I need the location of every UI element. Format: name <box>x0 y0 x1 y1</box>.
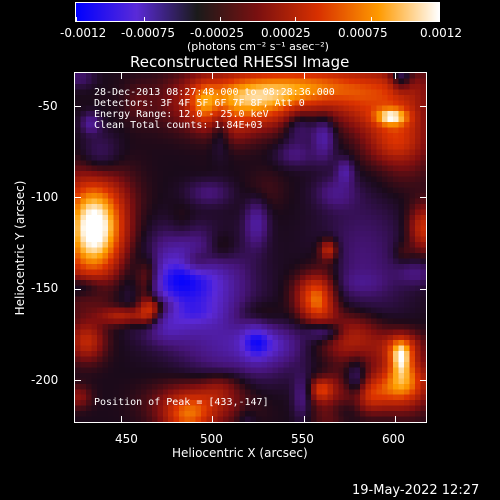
colorbar-tick-label: 0.00075 <box>338 26 388 40</box>
colorbar-tick-label: 0.0012 <box>420 26 462 40</box>
x-tick-label: 450 <box>115 432 138 446</box>
plot-title: Reconstructed RHESSI Image <box>130 53 350 71</box>
y-tick-label: -50 <box>38 99 58 113</box>
peak-position-annotation: Position of Peak = [433,-147] <box>94 397 269 408</box>
x-tick <box>303 73 305 79</box>
y-tick <box>420 105 426 107</box>
colorbar-tick-label: 0.00025 <box>261 26 311 40</box>
x-tick <box>120 416 122 422</box>
y-tick <box>420 288 426 290</box>
x-tick <box>120 73 122 79</box>
y-tick <box>75 379 81 381</box>
rhessi-image-map <box>75 73 426 422</box>
y-tick <box>420 379 426 381</box>
x-tick-label: 550 <box>291 432 314 446</box>
colorbar-unit-label: (photons cm⁻² s⁻¹ asec⁻²) <box>187 40 329 53</box>
detectors-annotation: Detectors: 3F 4F 5F 6F 7F 8F, Att 0 <box>94 98 305 109</box>
x-tick <box>394 73 396 79</box>
x-tick <box>303 416 305 422</box>
y-tick <box>75 197 81 199</box>
x-tick <box>212 73 214 79</box>
colorbar-tick <box>295 17 297 21</box>
colorbar-tick <box>76 17 77 21</box>
time-range-annotation: 28-Dec-2013 08:27:48.000 to 08:28:36.000 <box>94 87 335 98</box>
energy-range-annotation: Energy Range: 12.0 - 25.0 keV <box>94 109 269 120</box>
colorbar-tick <box>144 17 146 21</box>
colorbar-tick <box>370 17 372 21</box>
colorbar-tick-label: -0.00025 <box>190 26 244 40</box>
plot-frame <box>74 72 427 423</box>
y-tick-label: -100 <box>31 190 59 204</box>
y-tick-label: -200 <box>31 373 59 387</box>
y-tick <box>75 288 81 290</box>
y-tick <box>75 105 81 107</box>
colorbar-tick-label: -0.00075 <box>121 26 175 40</box>
colorbar-tick <box>439 17 440 21</box>
x-tick-label: 500 <box>200 432 223 446</box>
footer-timestamp: 19-May-2022 12:27 <box>352 483 480 498</box>
colorbar-tick-label: -0.0012 <box>60 26 107 40</box>
x-tick <box>212 416 214 422</box>
y-tick <box>420 197 426 199</box>
x-tick <box>394 416 396 422</box>
y-axis-label: Heliocentric Y (arcsec) <box>13 180 27 316</box>
clean-counts-annotation: Clean Total counts: 1.84E+03 <box>94 120 263 131</box>
colorbar-tick <box>219 17 221 21</box>
y-tick-label: -150 <box>31 281 59 295</box>
colorbar <box>75 2 440 22</box>
x-tick-label: 600 <box>382 432 405 446</box>
x-axis-label: Heliocentric X (arcsec) <box>172 446 308 460</box>
